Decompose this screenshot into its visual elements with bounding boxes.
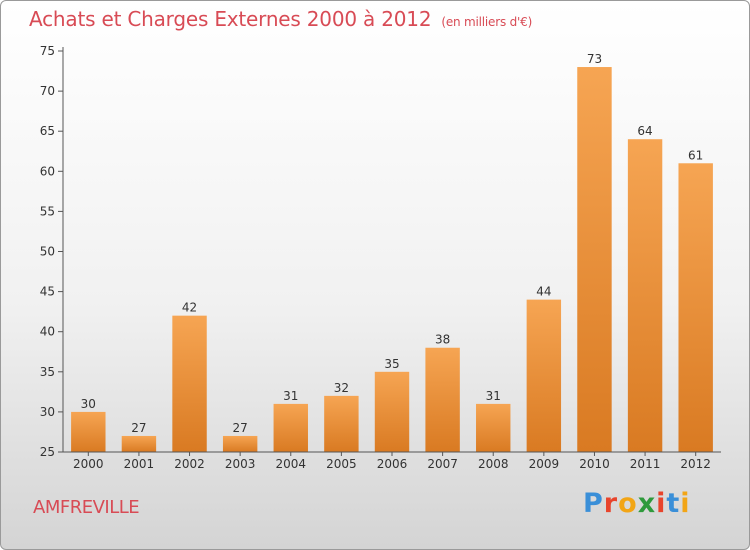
bar-2004 (273, 403, 308, 452)
data-label-2004: 31 (283, 389, 298, 403)
y-tick-label: 75 (40, 44, 55, 58)
proxiti-logo[interactable]: Proxiti (583, 488, 691, 519)
data-label-2007: 38 (435, 333, 450, 347)
bar-2002 (172, 315, 207, 452)
x-tick-label-2009: 2009 (529, 457, 560, 471)
chart-title-text: Achats et Charges Externes 2000 à 2012 (29, 7, 432, 31)
x-tick-label-2007: 2007 (427, 457, 458, 471)
bar-2005 (324, 395, 359, 452)
y-tick-label: 25 (40, 445, 55, 459)
y-tick-label: 70 (40, 84, 55, 98)
commune-name: AMFREVILLE (33, 497, 140, 518)
bar-2001 (121, 435, 157, 452)
data-label-2003: 27 (233, 421, 248, 435)
chart-unit: (en milliers d'€) (441, 15, 533, 29)
x-tick-label-2003: 2003 (225, 457, 256, 471)
x-tick-label-2004: 2004 (275, 457, 306, 471)
y-tick-label: 60 (40, 164, 55, 178)
x-tick-label-2005: 2005 (326, 457, 357, 471)
x-tick-label-2011: 2011 (630, 457, 661, 471)
y-tick-label: 40 (40, 325, 55, 339)
x-tick-label-2006: 2006 (377, 457, 408, 471)
x-axis: 2000 2001 2002 2003 2004 2005 2006 2007 2008 2009… (63, 451, 721, 471)
y-axis: 25 30 35 40 45 50 55 60 65 70 75 (40, 44, 64, 459)
y-tick-label: 45 (40, 285, 55, 299)
data-label-2009: 44 (536, 285, 551, 299)
chart-title: Achats et Charges Externes 2000 à 2012 (e… (29, 7, 532, 31)
x-tick-label-2010: 2010 (579, 457, 610, 471)
bars: 30 27 42 27 31 32 35 38 31 44 73 64 61 (71, 52, 713, 452)
data-label-2012: 61 (688, 148, 703, 162)
bar-2010 (577, 67, 612, 452)
bar-2008 (476, 403, 511, 452)
logo-letter: x (637, 488, 657, 519)
y-tick-label: 30 (40, 405, 55, 419)
data-label-2001: 27 (131, 421, 146, 435)
data-label-2006: 35 (384, 357, 399, 371)
y-tick-label: 50 (40, 245, 55, 259)
y-tick-label: 65 (40, 124, 55, 138)
x-tick-label-2000: 2000 (73, 457, 104, 471)
logo-letter: r (603, 488, 619, 519)
logo-letter: i (680, 488, 691, 519)
bar-2006 (374, 371, 410, 452)
x-tick-label-2001: 2001 (124, 457, 155, 471)
logo-letter: t (666, 488, 681, 519)
data-label-2002: 42 (182, 301, 197, 315)
bar-2011 (627, 139, 663, 452)
x-tick-label-2008: 2008 (478, 457, 509, 471)
data-label-2008: 31 (486, 389, 501, 403)
y-tick-label: 35 (40, 365, 55, 379)
bar-2009 (526, 299, 562, 452)
bar-2012 (678, 163, 713, 452)
data-label-2011: 64 (637, 124, 652, 138)
bar-2003 (222, 435, 258, 452)
bar-2000 (71, 411, 106, 452)
data-label-2010: 73 (587, 52, 602, 66)
logo-letter: P (583, 488, 604, 519)
bar-2007 (425, 347, 460, 452)
data-label-2005: 32 (334, 381, 349, 395)
x-tick-label-2002: 2002 (174, 457, 205, 471)
logo-letter: i (656, 488, 667, 519)
logo-letter: o (618, 488, 638, 519)
y-tick-label: 55 (40, 204, 55, 218)
data-label-2000: 30 (81, 397, 96, 411)
x-tick-label-2012: 2012 (680, 457, 711, 471)
